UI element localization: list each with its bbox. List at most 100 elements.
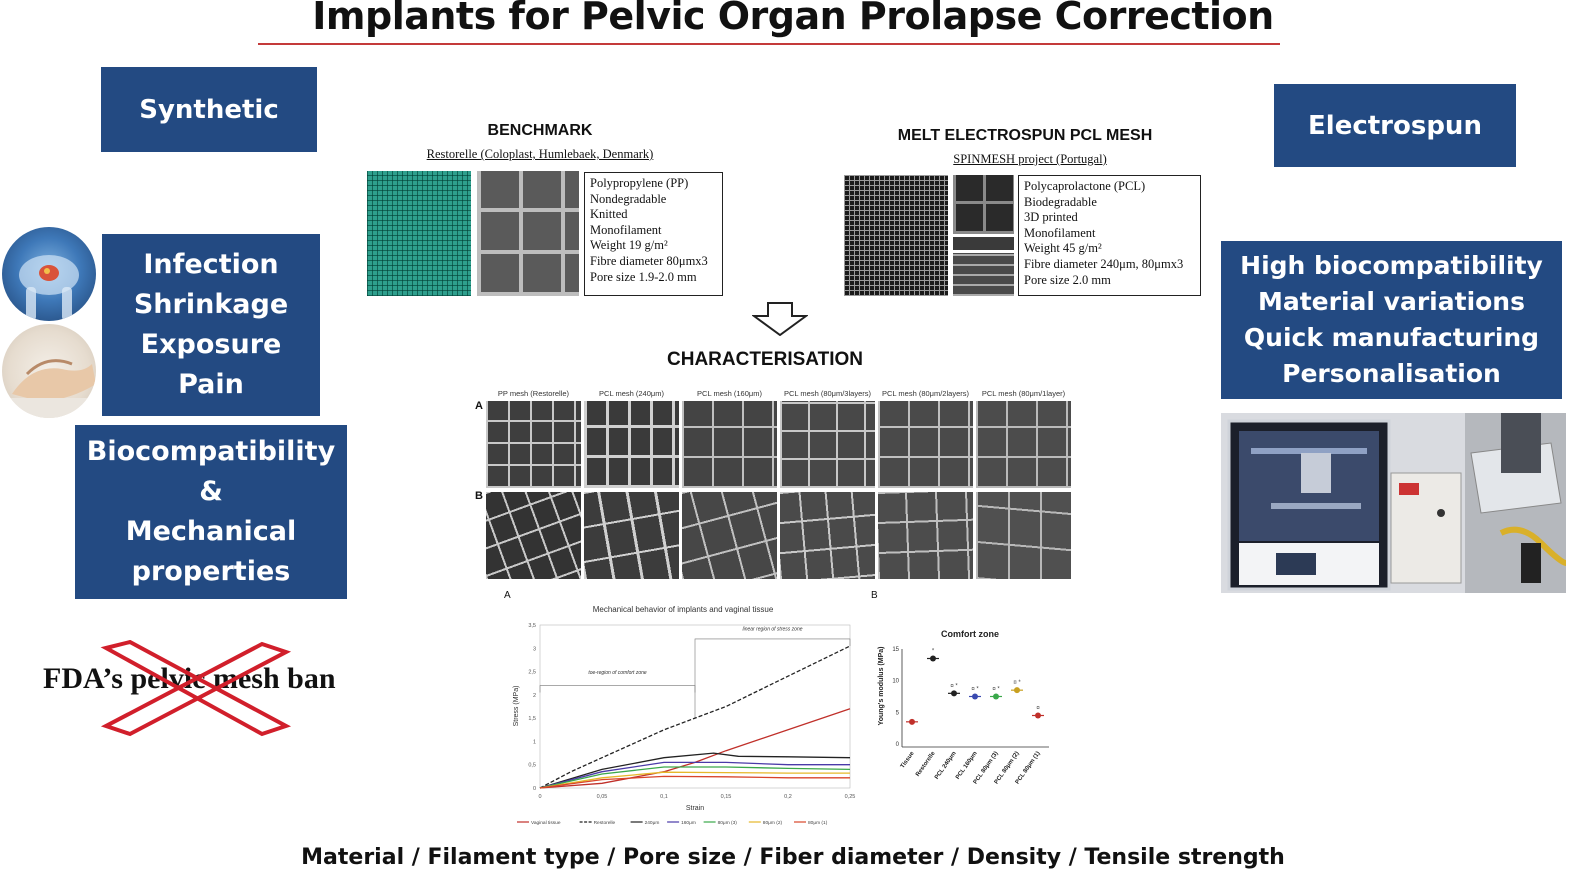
linear-region-bracket [694, 638, 851, 719]
legend-label: 80μm (1) [808, 820, 828, 826]
series-line [539, 645, 851, 789]
characterisation-heading: CHARACTERISATION [667, 349, 863, 370]
sem-image [682, 492, 777, 579]
electrospun-label: Electrospun [1308, 110, 1482, 141]
linear-region-label: linear region of stress zone [742, 627, 802, 633]
panel-label: A [504, 590, 511, 601]
data-point [909, 718, 915, 725]
pcl-spec: Weight 45 g/m² [1024, 241, 1102, 256]
pcl-spec: Fibre diameter 240μm, 80μmx3 [1024, 256, 1184, 271]
electrospun-box: Electrospun [1274, 84, 1516, 167]
plot-frame [539, 624, 851, 789]
pcl-spec: Pore size 2.0 mm [1024, 272, 1111, 287]
x-tick-label: 0 [538, 794, 541, 800]
biocompat-box: Biocompatibility & Mechanical properties [75, 425, 347, 599]
pcl-mesh-photo [844, 175, 948, 296]
y-tick-label: 1 [533, 739, 536, 745]
sem-column-label: PCL mesh (80μm/1layer) [981, 389, 1066, 398]
dot-chart-ylabel: Young's modulus (MPa) [878, 647, 885, 726]
advantage-2: Material variations [1257, 287, 1525, 316]
issue-shrinkage: Shrinkage [133, 289, 289, 320]
sem-column-label: PCL mesh (80μm/3layers) [784, 389, 871, 398]
advantages-box: High biocompatibility Material variation… [1221, 241, 1562, 399]
sem-image [486, 401, 581, 488]
sem-image [780, 492, 875, 579]
benchmark-spec: Weight 19 g/m² [590, 238, 668, 253]
legend-label: 240μm [645, 820, 660, 826]
legend-label: Vaginal tissue [531, 820, 561, 826]
data-point [951, 690, 957, 697]
title-underline [258, 43, 1280, 45]
y-tick-label: 2 [533, 693, 536, 699]
sem-image [780, 401, 875, 488]
biocompat-line-3: Mechanical [125, 516, 297, 547]
x-category-label: PCL 240μm [934, 751, 958, 781]
y-tick-label: 15 [892, 647, 899, 653]
dot-chart-axes: 0 5 10 15 [892, 647, 1049, 748]
benchmark-specs: Polypropylene (PP) Nondegradable Knitted… [584, 172, 723, 296]
series-line [539, 775, 850, 789]
significance-marker: * [932, 649, 935, 655]
pcl-source: SPINMESH project (Portugal) [953, 152, 1107, 166]
issue-infection: Infection [143, 249, 279, 280]
series-line [539, 752, 851, 789]
y-tick-label: 3,5 [528, 623, 536, 629]
sem-image [584, 492, 679, 579]
advantage-4: Personalisation [1282, 359, 1501, 388]
series-line [539, 771, 850, 789]
line-chart-title: Mechanical behavior of implants and vagi… [593, 605, 774, 614]
line-chart-annotations: toe-region of comfort zone linear region … [539, 627, 851, 719]
data-point [1014, 687, 1020, 694]
data-point [993, 693, 999, 700]
y-tick-label: 0 [896, 742, 900, 748]
legend-label: Restorelle [594, 820, 616, 826]
significance-marker: ¤ * [1013, 680, 1021, 686]
benchmark-spec: Fibre diameter 80μmx3 [590, 253, 708, 268]
fda-ban-text: FDA’s pelvic mesh ban [43, 662, 336, 695]
synthetic-label: Synthetic [139, 94, 279, 125]
x-tick-label: 0,25 [845, 794, 856, 800]
data-point [1035, 712, 1041, 719]
pcl-heading: MELT ELECTROSPUN PCL MESH [897, 127, 1153, 144]
line-chart-legend: Vaginal tissue Restorelle 240μm 160μm 80μm (… [517, 820, 828, 826]
benchmark-spec: Monofilament [590, 222, 662, 237]
x-tick-label: 0,05 [597, 794, 608, 800]
comfort-zone-chart: Comfort zone Young's modulus (MPa) 0 5 10 1… [878, 629, 1049, 785]
benchmark-spec: Nondegradable [590, 191, 667, 206]
y-tick-label: 0 [533, 786, 536, 792]
dot-chart-title: Comfort zone [941, 629, 999, 639]
line-chart-ticks: 0 0,5 1 1,5 2 2,5 3 3,5 0 0,05 0,1 0,15 0,2 0,25 [528, 623, 855, 800]
sem-image [976, 492, 1071, 579]
series-line [539, 766, 851, 789]
legend-label: 80μm (3) [718, 820, 738, 826]
dot-chart-points: Tissue * Restorelle ¤ * PCL 240μm ¤ * PCL 160μ… [900, 649, 1044, 785]
benchmark-mesh-photo [367, 171, 471, 296]
y-tick-label: 2,5 [528, 670, 536, 676]
x-tick-label: 0,2 [784, 794, 792, 800]
x-category-label: Tissue [900, 750, 916, 769]
toe-region-label: toe-region of comfort zone [588, 670, 647, 676]
pcl-specs: Polycaprolactone (PCL) Biodegradable 3D … [1018, 175, 1201, 296]
advantage-1: High biocompatibility [1240, 251, 1543, 280]
sem-image [878, 401, 973, 488]
issue-pain: Pain [178, 369, 244, 400]
biocompat-line-4: properties [131, 556, 291, 587]
y-tick-label: 5 [896, 710, 900, 716]
legend-label: 80μm (2) [763, 820, 783, 826]
sem-column-label: PP mesh (Restorelle) [497, 389, 570, 398]
hands-illustration [2, 324, 96, 418]
toe-region-bracket [539, 685, 696, 693]
bottom-criteria: Material / Filament type / Pore size / F… [301, 845, 1285, 870]
series-line [539, 761, 850, 789]
sem-row-label: A [475, 400, 483, 412]
pcl-mesh-sem-top [953, 175, 1014, 234]
sem-column-label: PCL mesh (160μm) [697, 389, 762, 398]
x-tick-label: 0,1 [660, 794, 668, 800]
y-tick-label: 10 [892, 679, 899, 685]
significance-marker: ¤ * [992, 687, 1000, 693]
data-point [930, 655, 936, 662]
line-chart-series [539, 645, 851, 789]
benchmark-mesh-sem [477, 171, 579, 296]
significance-marker: ¤ * [971, 687, 979, 693]
cross-out-mark [100, 640, 292, 737]
